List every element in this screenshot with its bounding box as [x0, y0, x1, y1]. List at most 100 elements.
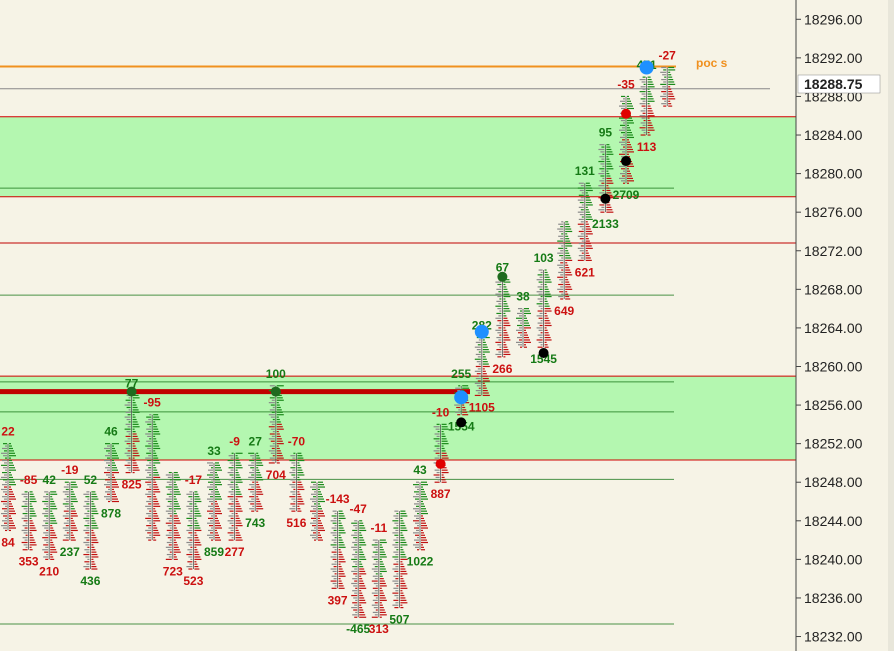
footprint-bar-9: -17 523	[183, 473, 203, 588]
bar-volume-label-4: 436	[80, 574, 100, 588]
tick-label-15: 18236.00	[804, 590, 863, 606]
marker-dot-11	[639, 60, 654, 75]
last-price-box	[797, 74, 881, 94]
tick-label-13: 18244.00	[804, 513, 863, 529]
bar-delta-label-25: 38	[516, 290, 530, 304]
marker-dot-0	[126, 386, 137, 397]
bar-delta-label-2: 42	[43, 473, 57, 487]
bar-volume-label-14: 516	[286, 516, 306, 530]
tick-label-8: 18264.00	[804, 320, 863, 336]
bar-volume-label-9: 523	[183, 574, 203, 588]
footprint-bar-12: 27 743	[245, 434, 265, 530]
marker-dot-7	[538, 347, 549, 358]
bar-delta-label-12: 27	[249, 434, 263, 448]
bar-delta-label-4: 52	[84, 473, 98, 487]
bar-volume-label-5: 878	[101, 507, 121, 521]
tick-label-0: 18296.00	[804, 11, 863, 27]
bar-volume-label-31: 113	[637, 140, 657, 154]
tick-label-9: 18260.00	[804, 358, 863, 374]
bar-delta-label-29: 95	[599, 126, 613, 140]
footprint-bar-26: 103 1545	[530, 251, 557, 366]
footprint-bar-14: -70 516	[286, 434, 306, 530]
plot-background	[0, 0, 796, 651]
bar-delta-label-22: 255	[451, 367, 471, 381]
bar-volume-label-6: 825	[122, 478, 142, 492]
bar-volume-label-16: 397	[328, 593, 348, 607]
bar-delta-label-3: -19	[61, 463, 79, 477]
footprint-bar-15	[310, 481, 325, 541]
bar-volume-label-19: 507	[389, 613, 409, 627]
poc-label: poc s	[696, 56, 728, 70]
footprint-bar-18: -11 313	[369, 521, 389, 636]
zone-0	[0, 116, 796, 197]
bar-delta-label-5: 46	[104, 425, 118, 439]
tick-label-14: 18240.00	[804, 551, 863, 567]
tick-label-1: 18292.00	[804, 50, 863, 66]
bar-volume-label-26: 1545	[530, 352, 557, 366]
marker-dot-2	[435, 458, 446, 469]
footprint-bar-17: -47 -465	[346, 502, 370, 636]
marker-dot-1	[270, 386, 281, 397]
price-axis-background	[796, 0, 888, 651]
footprint-bar-0: 22 84	[1, 425, 16, 549]
footprint-bar-10: 33 859	[204, 444, 224, 559]
footprint-bar-6: 77 825	[122, 376, 142, 491]
marker-dot-10	[621, 156, 631, 167]
footprint-bar-16: -143 397	[326, 492, 350, 607]
marker-dot-6	[497, 271, 508, 282]
footprint-bar-27: 649	[554, 221, 575, 318]
bar-volume-label-21: 887	[431, 487, 451, 501]
bar-volume-label-23: 1105	[469, 400, 495, 414]
footprint-bar-3: -19 237	[60, 463, 80, 559]
footprint-bar-1: -85 353	[19, 473, 39, 569]
bar-volume-label-28: 621	[575, 265, 595, 279]
footprint-bar-19: 507	[389, 510, 410, 627]
bar-volume-label-27: 649	[554, 304, 574, 318]
footprint-bar-20: 43 1022	[407, 463, 434, 569]
bar-delta-label-18: -11	[370, 521, 387, 535]
bar-delta-label-7: -95	[144, 396, 162, 410]
footprint-bar-11: -9 277	[225, 434, 245, 559]
marker-dot-3	[454, 390, 469, 405]
bar-volume-label-10: 859	[204, 545, 224, 559]
bar-volume-label-24: 266	[492, 362, 512, 376]
bar-delta-label-9: -17	[185, 473, 203, 487]
footprint-bar-2: 42 210	[39, 473, 59, 579]
bar-volume-label-8: 723	[163, 564, 183, 578]
footprint-bar-24: 67 266	[492, 261, 512, 376]
bar-volume-label-11: 277	[225, 545, 245, 559]
bar-delta-label-16: -143	[326, 492, 350, 506]
tick-label-12: 18248.00	[804, 474, 863, 490]
bar-volume-label-0: 84	[1, 535, 15, 549]
bar-volume-label-12: 743	[245, 516, 265, 530]
bar-delta-label-1: -85	[20, 473, 38, 487]
bar-volume-label-1: 353	[19, 555, 39, 569]
footprint-bar-28: 131 621	[575, 164, 595, 279]
zone-1	[0, 376, 796, 461]
bar-delta-label-24: 67	[496, 261, 510, 275]
bar-volume-label-13: 704	[266, 468, 286, 482]
last-price-label: 18288.75	[804, 76, 863, 92]
footprint-bar-8: 723	[163, 471, 183, 578]
marker-dot-5	[474, 324, 489, 339]
tick-label-7: 18268.00	[804, 281, 863, 297]
bar-volume-label-18: 313	[369, 622, 389, 636]
tick-label-11: 18252.00	[804, 436, 863, 452]
bar-delta-label-0: 22	[1, 425, 15, 439]
right-edge-strip	[888, 0, 894, 651]
bar-volume-label-3: 237	[60, 545, 80, 559]
bar-delta-label-26: 103	[534, 251, 554, 265]
footprint-bar-32: -27	[659, 49, 677, 107]
marker-dot-9	[621, 108, 631, 119]
tick-label-10: 18256.00	[804, 397, 863, 413]
footprint-bar-25: 38	[516, 290, 531, 348]
tick-label-4: 18280.00	[804, 166, 863, 182]
marker-dot-8	[600, 193, 611, 204]
tick-label-3: 18284.00	[804, 127, 863, 143]
levels-layer	[0, 65, 796, 625]
bar-delta-label-32: -27	[659, 49, 677, 63]
bar-delta-label-10: 33	[207, 444, 221, 458]
bar-delta-label-30: -35	[617, 77, 635, 91]
